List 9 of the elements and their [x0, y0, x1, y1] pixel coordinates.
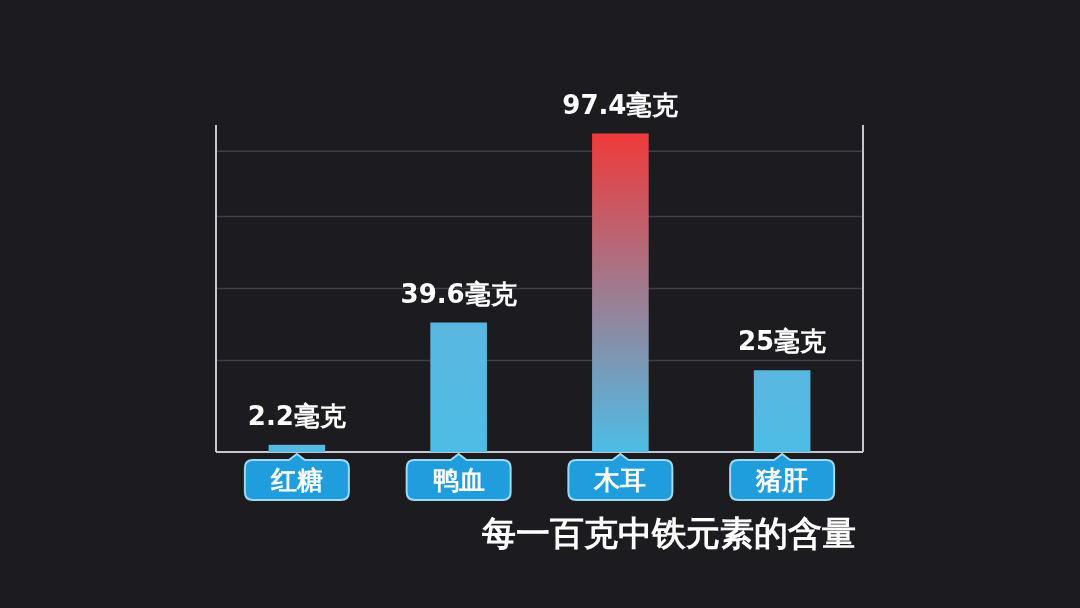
data-label: 2.2毫克 — [247, 400, 346, 431]
x-tick-label: 木耳 — [593, 465, 647, 495]
x-tick-label: 红糖 — [269, 465, 323, 495]
data-label: 25毫克 — [738, 326, 827, 357]
x-tick-label: 猪肝 — [755, 465, 809, 495]
data-label: 39.6毫克 — [400, 278, 517, 309]
text: 每一百克中铁元素的含量 — [480, 513, 856, 553]
x-tick-label: 鸭血 — [432, 465, 485, 495]
data-label: 97.4毫克 — [562, 89, 679, 120]
